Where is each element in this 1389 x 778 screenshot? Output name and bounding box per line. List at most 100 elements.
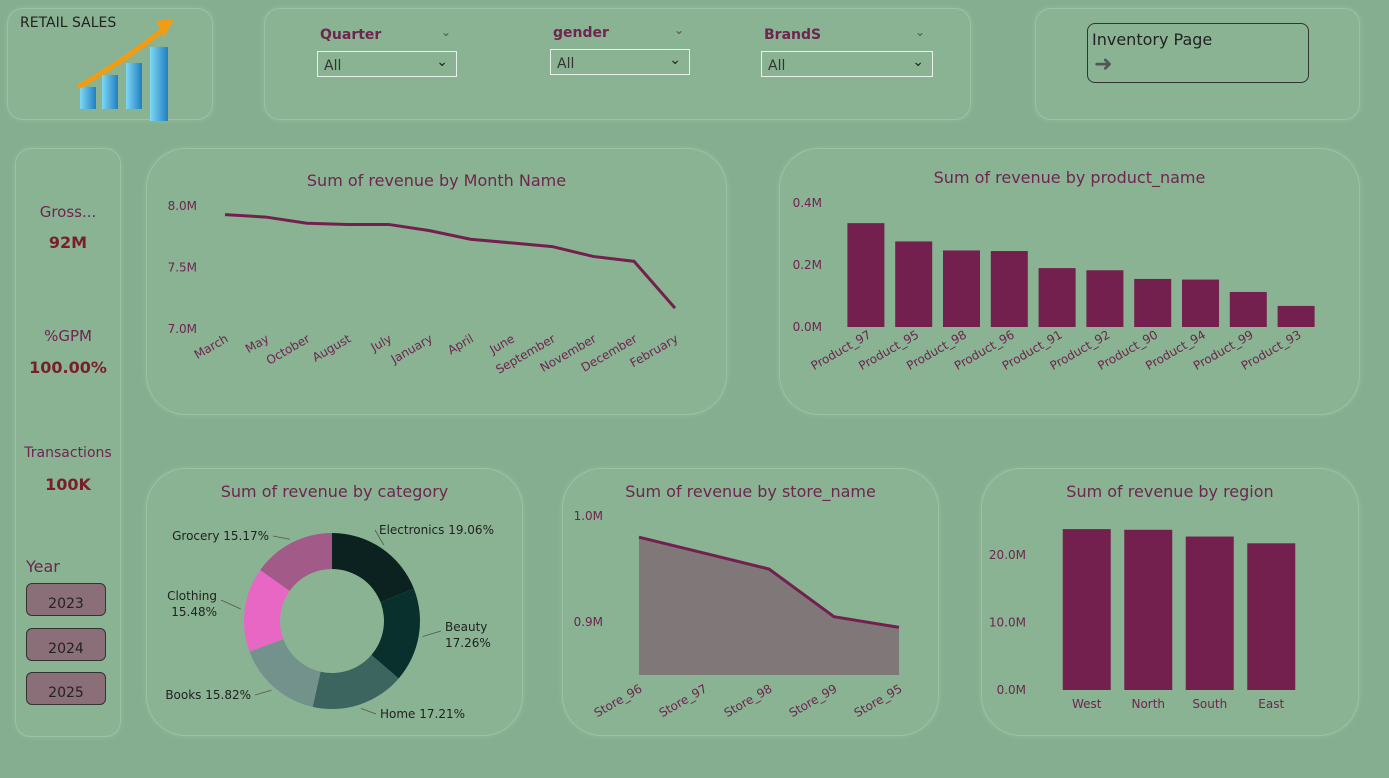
bar bbox=[1038, 268, 1076, 327]
x-tick-label: North bbox=[1131, 697, 1165, 711]
donut-slice-grocery bbox=[260, 533, 332, 591]
quarter-filter-label: Quarter bbox=[320, 27, 382, 43]
gross-kpi-label: Gross... bbox=[39, 203, 97, 221]
donut-slice-books bbox=[249, 639, 321, 707]
slice-label: 15.48% bbox=[171, 605, 217, 619]
chevron-down-icon: ⌄ bbox=[912, 54, 924, 70]
revenue-area bbox=[639, 537, 899, 675]
transactions-kpi-value: 100K bbox=[45, 475, 91, 494]
chevron-down-icon: ⌄ bbox=[436, 54, 448, 70]
y-tick-label: 7.5M bbox=[168, 261, 197, 275]
y-tick-label: 1.0M bbox=[574, 509, 603, 523]
slice-label: Grocery 15.17% bbox=[172, 529, 269, 543]
product-chart-title: Sum of revenue by product_name bbox=[933, 168, 1206, 187]
leader-line bbox=[360, 707, 377, 715]
x-tick-label: August bbox=[310, 331, 354, 364]
bar bbox=[990, 251, 1028, 327]
chevron-down-icon[interactable]: ⌄ bbox=[441, 25, 452, 39]
chevron-down-icon: ⌄ bbox=[669, 52, 681, 68]
app-title: RETAIL SALES bbox=[20, 15, 117, 31]
year-slicer-label: Year bbox=[26, 557, 60, 576]
x-tick-label: October bbox=[264, 331, 313, 367]
leader-line bbox=[220, 599, 241, 610]
x-tick-label: South bbox=[1192, 697, 1227, 711]
y-tick-label: 8.0M bbox=[168, 199, 197, 213]
gender-select[interactable]: All ⌄ bbox=[550, 49, 690, 75]
region-bar-chart: 20.0M 10.0M 0.0M West North South East bbox=[989, 529, 1296, 711]
revenue-line bbox=[224, 213, 677, 310]
donut-slice-clothing bbox=[244, 570, 290, 652]
bar bbox=[1182, 279, 1219, 327]
bar bbox=[1229, 291, 1267, 327]
bar bbox=[1062, 529, 1111, 690]
bar bbox=[943, 250, 980, 327]
year-button-2025[interactable]: 2025 bbox=[26, 672, 106, 705]
gpm-kpi-value: 100.00% bbox=[29, 358, 107, 377]
x-tick-label: Store_99 bbox=[787, 681, 840, 720]
bar bbox=[895, 241, 933, 327]
bar bbox=[1277, 305, 1315, 327]
slice-label: Beauty bbox=[445, 620, 487, 634]
y-tick-label: 0.0M bbox=[997, 683, 1026, 697]
filters-card: Quarter ⌄ All ⌄ gender ⌄ All ⌄ BrandS ⌄ … bbox=[264, 8, 971, 120]
logo-card: RETAIL SALES bbox=[7, 8, 213, 121]
brands-filter-label: BrandS bbox=[764, 27, 822, 43]
chevron-down-icon[interactable]: ⌄ bbox=[674, 23, 685, 37]
quarter-select[interactable]: All ⌄ bbox=[317, 51, 457, 77]
x-tick-label: Store_98 bbox=[722, 681, 775, 720]
x-tick-label: January bbox=[388, 331, 435, 366]
product-bar-chart: 0.4M0.2M0.0MProduct_97Product_95Product_… bbox=[793, 196, 1315, 373]
revenue-line bbox=[638, 535, 900, 629]
month-chart-title: Sum of revenue by Month Name bbox=[306, 171, 567, 190]
year-button-2023[interactable]: 2023 bbox=[26, 583, 106, 616]
x-tick-label: April bbox=[445, 331, 476, 357]
region-chart-title: Sum of revenue by region bbox=[1066, 482, 1274, 501]
brands-select-value: All bbox=[768, 58, 786, 74]
category-chart-card: Sum of revenue by category Electronics 1… bbox=[146, 468, 523, 736]
slice-label: Electronics 19.06% bbox=[379, 523, 494, 537]
bar bbox=[1086, 270, 1124, 327]
slice-label: Books 15.82% bbox=[165, 688, 251, 702]
donut-slice-electronics bbox=[332, 533, 414, 603]
bar bbox=[1185, 536, 1234, 690]
brands-select[interactable]: All ⌄ bbox=[761, 51, 933, 77]
month-chart-card: Sum of revenue by Month Name 8.0M 7.5M 7.0… bbox=[146, 148, 727, 415]
chevron-down-icon[interactable]: ⌄ bbox=[915, 25, 926, 39]
store-chart-card: Sum of revenue by store_name 1.0M 0.9M Sto… bbox=[562, 468, 939, 736]
leader-line bbox=[422, 630, 442, 637]
gender-filter-label: gender bbox=[553, 25, 609, 41]
y-tick-label: 0.4M bbox=[793, 196, 822, 210]
y-tick-label: 0.9M bbox=[574, 615, 603, 629]
x-tick-label: East bbox=[1258, 697, 1284, 711]
transactions-kpi-label: Transactions bbox=[24, 445, 112, 461]
year-button-2024[interactable]: 2024 bbox=[26, 628, 106, 661]
inventory-page-button[interactable]: Inventory Page ➜ bbox=[1087, 23, 1309, 83]
quarter-select-value: All bbox=[324, 58, 342, 74]
leader-line bbox=[374, 529, 385, 546]
leader-line bbox=[254, 689, 272, 696]
category-donut-chart: Electronics 19.06% Beauty 17.26% Home 17.21… bbox=[165, 523, 494, 721]
store-area-chart: 1.0M 0.9M Store_96 Store_97 Store_98 Store_99… bbox=[574, 509, 905, 720]
bar bbox=[1247, 543, 1296, 690]
y-tick-label: 7.0M bbox=[168, 322, 197, 336]
kpi-card: Gross... 92M %GPM 100.00% Transactions 1… bbox=[15, 148, 121, 737]
y-tick-label: 20.0M bbox=[989, 548, 1026, 562]
product-chart-card: Sum of revenue by product_name 0.4M 0.2M 0… bbox=[779, 148, 1360, 415]
slice-label: Home 17.21% bbox=[380, 707, 465, 721]
x-tick-label: West bbox=[1072, 697, 1102, 711]
x-tick-label: March bbox=[192, 331, 231, 361]
y-tick-label: 0.2M bbox=[793, 258, 822, 272]
slice-label: Clothing bbox=[167, 589, 217, 603]
x-tick-label: Store_95 bbox=[852, 681, 905, 720]
y-tick-label: 0.0M bbox=[793, 320, 822, 334]
category-chart-title: Sum of revenue by category bbox=[220, 482, 449, 501]
gender-select-value: All bbox=[557, 56, 575, 72]
growth-chart-icon bbox=[76, 19, 174, 121]
bar bbox=[847, 223, 885, 327]
x-tick-label: July bbox=[368, 331, 395, 354]
donut-slice-beauty bbox=[371, 588, 420, 679]
slice-label: 17.26% bbox=[445, 636, 491, 650]
x-tick-label: Store_96 bbox=[592, 681, 645, 720]
y-tick-label: 10.0M bbox=[989, 615, 1026, 629]
